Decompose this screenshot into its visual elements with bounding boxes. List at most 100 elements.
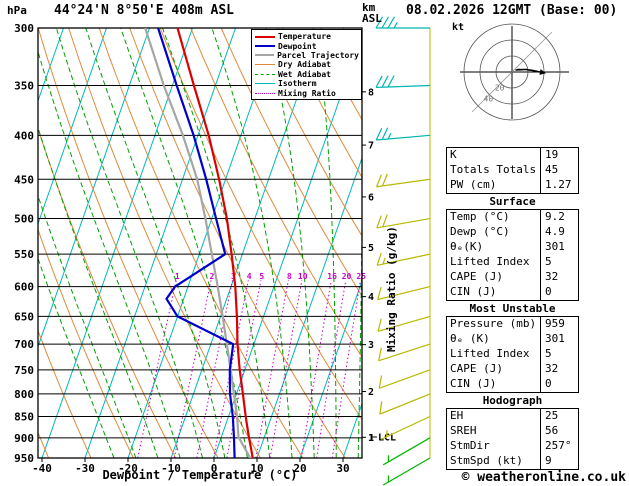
wind-barb-half-feather <box>387 132 392 140</box>
wind-barb-feather <box>387 75 395 88</box>
info-section-box: EH 25 SREH 56 StmDir 257° StmSpd (kt) 9 <box>446 408 579 470</box>
wind-barb-shaft <box>376 178 431 188</box>
info-value: 0 <box>540 377 578 392</box>
wet-adiabat-line <box>265 28 315 458</box>
wind-barb-shaft <box>377 285 431 301</box>
wind-barb-feather <box>382 214 388 228</box>
temp-tick-label: 20 <box>293 462 306 475</box>
lcl-label: LCL <box>378 433 396 444</box>
info-value: 301 <box>540 240 578 255</box>
info-row: PW (cm) 1.27 <box>447 178 578 193</box>
wind-barb-feather <box>377 318 382 332</box>
mixing-ratio-line <box>331 280 361 458</box>
info-value: 9 <box>540 454 578 469</box>
info-value: 25 <box>540 409 578 424</box>
wind-barb-column <box>375 16 431 486</box>
mixing-ratio-line <box>269 280 303 458</box>
wind-barb-feather <box>375 127 383 141</box>
wind-barb-shaft <box>382 457 431 486</box>
km-tick-label: 8 <box>368 87 374 98</box>
info-label: K <box>450 148 457 161</box>
pressure-tick-label: 750 <box>14 364 34 377</box>
info-value: 0 <box>540 285 578 300</box>
info-label: Temp (°C) <box>450 210 510 223</box>
km-tick-label: 4 <box>368 292 374 303</box>
info-value: 5 <box>540 347 578 362</box>
legend-line-sample <box>255 92 275 94</box>
isotherm-line <box>256 156 362 458</box>
pressure-tick-label: 300 <box>14 22 34 35</box>
wet-adiabat-line <box>211 28 293 458</box>
legend-label: Temperature <box>278 32 331 42</box>
dry-adiabat-line <box>98 28 304 458</box>
hodograph-ring-label: 40 <box>484 95 494 104</box>
mixing-ratio-line-label: 16 <box>327 272 337 281</box>
wet-adiabat-line <box>38 194 137 458</box>
km-tick-label: 3 <box>368 340 374 351</box>
pressure-tick-label: 800 <box>14 388 34 401</box>
mixing-ratio-line-label: 20 <box>342 272 352 281</box>
info-label: Dewp (°C) <box>450 225 510 238</box>
pressure-tick-label: 600 <box>14 281 34 294</box>
hodograph-trace <box>515 68 541 73</box>
km-tick-label: 6 <box>368 192 374 203</box>
pressure-tick-label: 350 <box>14 80 34 93</box>
hodograph-ring-label: 20 <box>495 83 505 92</box>
info-row: θₑ(K) 301 <box>447 240 578 255</box>
dry-adiabat-line <box>129 28 346 458</box>
info-section-box: K 19 Totals Totals 45 PW (cm) 1.27 <box>446 147 579 194</box>
info-row: CIN (J) 0 <box>447 285 578 300</box>
temperature-axis-label: Dewpoint / Temperature (°C) <box>102 468 298 482</box>
mixing-ratio-line-label: 1 <box>175 272 180 281</box>
dry-adiabat-line <box>38 329 92 458</box>
station-title: 44°24'N 8°50'E 408m ASL <box>54 3 235 18</box>
legend-item: Parcel Trajectory <box>255 51 359 60</box>
wind-barb-feather <box>381 127 389 140</box>
info-label: CIN (J) <box>450 285 497 298</box>
pressure-tick-label: 550 <box>14 248 34 261</box>
dry-adiabat-line <box>0 28 6 458</box>
pressure-tick-label: 450 <box>14 173 34 186</box>
wind-barb-feather <box>387 16 396 29</box>
hodograph-range-ring <box>495 55 529 89</box>
legend-item: Temperature <box>255 32 359 41</box>
mixing-ratio-line-label: 25 <box>356 272 366 281</box>
info-row: θₑ (K) 301 <box>447 332 578 347</box>
km-asl-axis-label: km ASL <box>362 2 382 24</box>
legend-item: Dewpoint <box>255 41 359 51</box>
wind-barb-feather <box>381 173 388 187</box>
dry-adiabat-line <box>38 28 219 458</box>
wet-adiabat-line <box>357 28 362 458</box>
temperature-curve <box>176 28 254 458</box>
info-value: 5 <box>540 255 578 270</box>
plot-frame <box>37 27 363 459</box>
info-row: CIN (J) 0 <box>447 377 578 392</box>
wet-adiabat-line <box>55 28 203 458</box>
dry-adiabat-line <box>251 28 362 237</box>
temp-tick-label: -30 <box>75 462 95 475</box>
sounding-profiles <box>144 28 254 458</box>
mixing-ratio-line-label: 5 <box>259 272 264 281</box>
dry-adiabat-line <box>190 28 362 358</box>
info-label: Totals Totals <box>450 163 537 176</box>
wind-barb-feather <box>378 347 382 361</box>
info-value: 301 <box>540 332 578 347</box>
info-row: Lifted Index 5 <box>447 347 578 362</box>
dry-adiabat-line <box>38 127 177 458</box>
legend-line-sample <box>255 83 275 85</box>
dry-adiabat-line <box>68 28 261 458</box>
mixing-ratio-axis-label: Mixing Ratio (g/kg) <box>385 226 398 352</box>
info-label: StmSpd (kt) <box>450 454 523 467</box>
wet-adiabat-line <box>316 28 337 458</box>
info-panel: K 19 Totals Totals 45 PW (cm) 1.27 Surface Temp… <box>446 147 579 470</box>
wind-barb-shaft <box>380 415 431 440</box>
isotherm-line <box>41 28 193 458</box>
isotherm-line <box>299 279 362 458</box>
wind-barb-shaft <box>376 134 431 141</box>
pressure-tick-label: 900 <box>14 432 34 445</box>
legend-line-sample <box>255 73 275 75</box>
info-value: 45 <box>540 163 578 178</box>
info-value: 959 <box>540 317 578 332</box>
